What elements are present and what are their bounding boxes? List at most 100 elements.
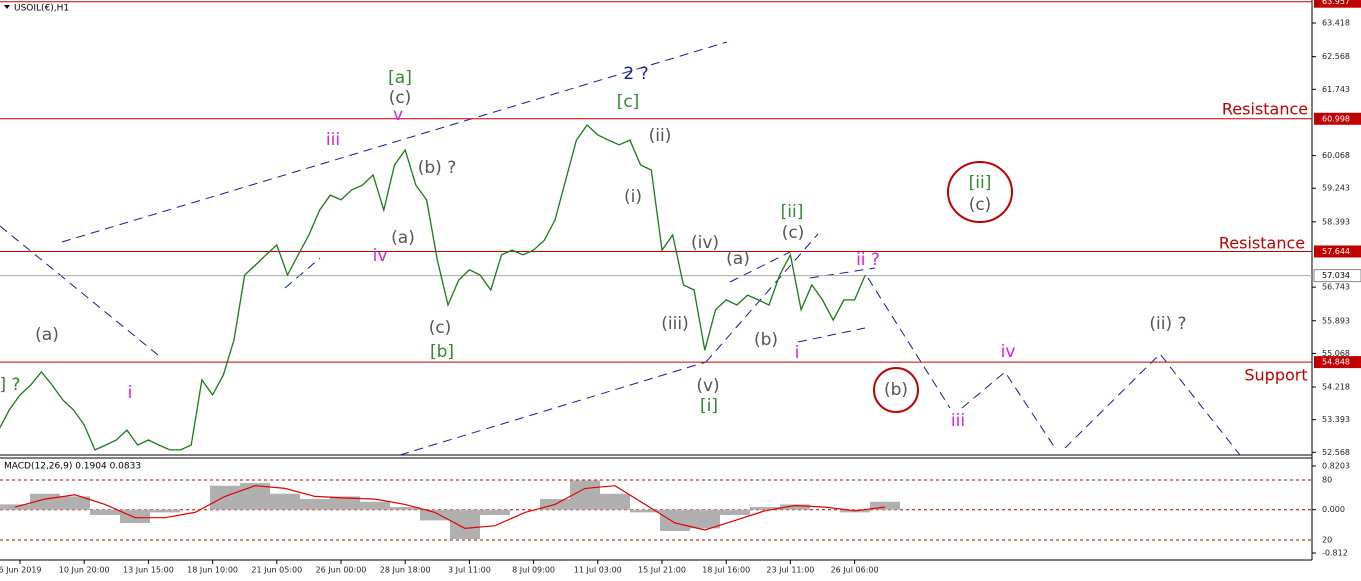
price-badge bbox=[1314, 356, 1361, 369]
macd-bar bbox=[720, 509, 750, 516]
price-badge bbox=[1314, 245, 1361, 258]
osc-level-label: 20 bbox=[1322, 536, 1332, 545]
wave-label: (iv) bbox=[691, 233, 719, 253]
x-tick-label: 15 Jul 21:00 bbox=[638, 566, 686, 575]
x-tick-label: 10 Jun 20:00 bbox=[59, 566, 110, 575]
macd-bar bbox=[90, 509, 120, 516]
macd-bar bbox=[300, 499, 330, 510]
wave-label: (a) bbox=[391, 228, 415, 248]
macd-bar bbox=[360, 501, 390, 510]
macd-bar bbox=[630, 509, 660, 513]
chart-title: USOIL(€),H1 bbox=[14, 4, 69, 14]
x-tick-label: 3 Jul 11:00 bbox=[448, 566, 491, 575]
wave-label: [a] bbox=[388, 68, 412, 88]
macd-bar bbox=[420, 509, 450, 521]
price-badge bbox=[1313, 269, 1361, 283]
target-circle bbox=[873, 367, 919, 413]
x-tick-label: 26 Jun 00:00 bbox=[316, 566, 367, 575]
price-badge-label: 54.848 bbox=[1322, 358, 1350, 367]
y-tick-label: 60.068 bbox=[1322, 151, 1350, 160]
price-badge-label: 63.957 bbox=[1322, 0, 1350, 6]
wave-label: i bbox=[128, 383, 133, 403]
wave-label: (v) bbox=[696, 376, 719, 396]
y-tick-label: 63.418 bbox=[1322, 19, 1350, 28]
macd-tick-label: 0.8203 bbox=[1322, 462, 1350, 471]
y-tick-label: 61.743 bbox=[1322, 85, 1350, 94]
macd-bar bbox=[60, 496, 90, 510]
wave-label: iii bbox=[951, 411, 965, 431]
y-tick-label: 62.568 bbox=[1322, 52, 1350, 61]
x-tick-label: 28 Jun 18:00 bbox=[380, 566, 431, 575]
wave-label: (c) bbox=[389, 88, 412, 108]
x-tick-label: 23 Jul 11:00 bbox=[766, 566, 814, 575]
wave-label: (ii) bbox=[649, 126, 672, 146]
wave-label: iii bbox=[326, 130, 340, 150]
macd-bar bbox=[450, 509, 480, 540]
macd-bar bbox=[480, 509, 510, 516]
wave-label: iv bbox=[373, 246, 388, 266]
x-tick-label: 6 Jun 2019 bbox=[0, 566, 42, 575]
wave-label: (i) bbox=[624, 187, 642, 207]
price-badge bbox=[1314, 0, 1361, 8]
y-tick-label: 54.218 bbox=[1322, 383, 1350, 392]
macd-bar bbox=[150, 509, 180, 513]
level-label: Resistance bbox=[1222, 100, 1308, 119]
macd-bar bbox=[390, 507, 420, 510]
wave-label: [ii] bbox=[969, 173, 992, 193]
wave-label: (b) bbox=[884, 380, 908, 400]
trend-lines bbox=[0, 41, 1241, 456]
wave-label: i bbox=[795, 343, 800, 363]
wave-label: [c] bbox=[617, 92, 640, 112]
wave-label: (c) bbox=[782, 223, 805, 243]
y-tick-label: 52.568 bbox=[1322, 448, 1350, 457]
macd-tick-label: 0.000 bbox=[1322, 505, 1345, 514]
macd-bar bbox=[660, 509, 690, 532]
macd-bar bbox=[270, 493, 300, 510]
macd-bar bbox=[120, 509, 150, 524]
wave-label: (a) bbox=[35, 325, 59, 345]
macd-bar bbox=[690, 509, 720, 529]
wave-label: [b] bbox=[430, 342, 454, 362]
x-tick-label: 18 Jun 10:00 bbox=[187, 566, 238, 575]
macd-bar bbox=[330, 496, 360, 510]
menu-arrow[interactable] bbox=[4, 5, 10, 9]
level-label: Resistance bbox=[1219, 234, 1305, 253]
y-tick-label: 56.743 bbox=[1322, 283, 1350, 292]
wave-label: iv bbox=[1001, 342, 1016, 362]
wave-label: (ii) ? bbox=[1149, 314, 1186, 334]
macd-bar bbox=[780, 504, 810, 510]
macd-bar bbox=[870, 501, 900, 510]
y-tick-label: 55.068 bbox=[1322, 349, 1350, 358]
price-badge-label: 57.034 bbox=[1322, 271, 1350, 280]
wave-label: (b) bbox=[754, 330, 778, 350]
price-badge bbox=[1314, 112, 1361, 125]
macd-bar bbox=[570, 480, 600, 510]
wave-label: ii ? bbox=[856, 250, 880, 270]
macd-tick-label: -0.812 bbox=[1322, 549, 1348, 558]
macd-bar bbox=[750, 507, 780, 510]
wave-label: v bbox=[393, 105, 403, 125]
wave-label: [ii] bbox=[781, 202, 804, 222]
x-tick-label: 8 Jul 09:00 bbox=[512, 566, 555, 575]
x-tick-label: 26 Jul 06:00 bbox=[831, 566, 879, 575]
y-tick-label: 55.893 bbox=[1322, 316, 1350, 325]
y-tick-label: 53.393 bbox=[1322, 415, 1350, 424]
wave-label: (iii) bbox=[661, 314, 688, 334]
price-badge-label: 60.998 bbox=[1322, 114, 1350, 123]
wave-label: (c) bbox=[969, 195, 992, 215]
macd-bar bbox=[240, 483, 270, 510]
osc-level-label: 80 bbox=[1322, 476, 1332, 485]
macd-signal bbox=[14, 485, 886, 531]
macd-title: MACD(12,26,9) 0.1904 0.0833 bbox=[4, 462, 141, 472]
x-tick-label: 18 Jul 16:00 bbox=[702, 566, 750, 575]
wave-label: ] ? bbox=[0, 375, 21, 395]
y-tick-label: 58.393 bbox=[1322, 217, 1350, 226]
x-tick-label: 13 Jun 15:00 bbox=[123, 566, 174, 575]
y-tick-label: 59.243 bbox=[1322, 184, 1350, 193]
level-label: Support bbox=[1244, 366, 1307, 385]
wave-label: 2 ? bbox=[623, 64, 648, 84]
wave-label: [i] bbox=[700, 396, 718, 416]
x-tick-label: 11 Jul 03:00 bbox=[574, 566, 622, 575]
